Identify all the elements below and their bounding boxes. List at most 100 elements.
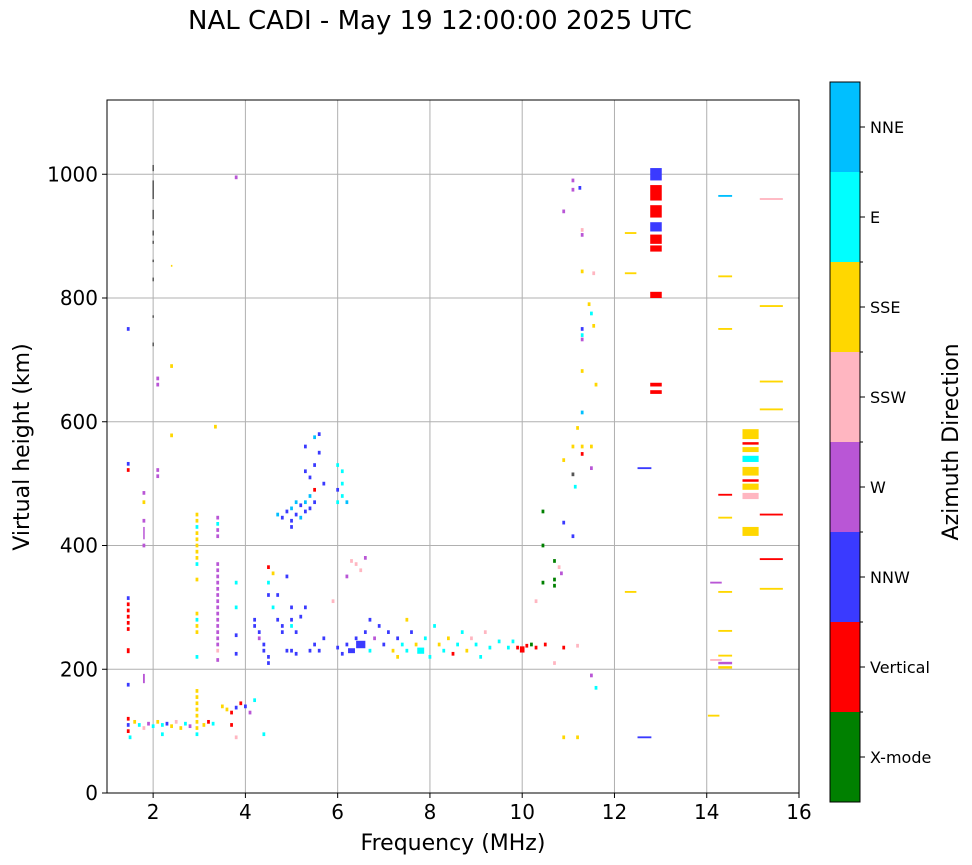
data-point	[234, 580, 238, 585]
data-point	[460, 630, 464, 634]
colorbar-label-w: W	[870, 478, 886, 497]
x-tick-label: 12	[602, 800, 627, 824]
data-point	[195, 701, 199, 706]
data-point	[174, 719, 178, 724]
data-point	[234, 705, 238, 710]
data-point	[308, 648, 312, 653]
data-point	[216, 658, 220, 662]
data-point	[128, 735, 132, 740]
data-point	[202, 723, 206, 727]
data-point	[216, 617, 220, 622]
data-point	[759, 408, 783, 411]
data-point	[170, 264, 173, 267]
x-tick-label: 16	[786, 800, 811, 824]
data-point	[216, 521, 220, 526]
colorbar: X-mode Vertical NNW W SSW SSE E NNE	[829, 81, 931, 803]
data-point	[126, 682, 130, 687]
data-point	[195, 719, 199, 724]
data-point	[280, 624, 284, 628]
data-point	[280, 515, 284, 520]
data-point	[147, 721, 150, 726]
data-point	[216, 630, 220, 634]
data-point	[759, 380, 783, 383]
data-point	[126, 461, 130, 466]
chart-title: NAL CADI - May 19 12:00:00 2025 UTC	[188, 6, 692, 36]
colorbar-swatch	[830, 442, 860, 532]
data-point	[433, 624, 436, 628]
data-point	[516, 645, 519, 650]
data-point	[151, 724, 155, 729]
data-point	[562, 735, 566, 740]
data-point	[195, 562, 199, 566]
data-point	[377, 624, 381, 628]
data-point	[234, 175, 238, 180]
data-point	[317, 432, 321, 436]
data-point	[447, 636, 450, 641]
data-point	[578, 186, 582, 190]
data-point	[356, 640, 366, 649]
data-point	[195, 630, 199, 634]
y-tick-label: 800	[60, 286, 98, 310]
data-point	[290, 624, 293, 628]
colorbar-label-e: E	[870, 208, 880, 227]
data-point	[718, 629, 733, 632]
data-point	[624, 232, 637, 234]
data-point	[137, 723, 141, 727]
data-point	[262, 648, 266, 653]
data-point	[216, 605, 220, 610]
data-point	[280, 630, 284, 634]
data-point	[216, 648, 220, 653]
data-point	[718, 194, 733, 197]
data-point	[553, 661, 556, 665]
data-point	[156, 376, 160, 381]
data-point	[195, 732, 199, 737]
data-point	[313, 435, 316, 440]
y-tick-label: 200	[60, 657, 98, 681]
data-point	[276, 512, 280, 517]
data-point	[126, 729, 130, 733]
data-point	[442, 648, 446, 653]
data-point	[195, 695, 199, 699]
data-point	[230, 723, 233, 727]
data-point	[299, 503, 303, 508]
plot-frame	[106, 99, 800, 794]
data-point	[216, 562, 220, 566]
data-point	[195, 556, 199, 560]
data-point	[267, 565, 270, 570]
data-point	[299, 614, 303, 619]
colorbar-swatch	[830, 622, 860, 712]
colorbar-swatch	[830, 352, 860, 442]
data-point	[294, 500, 298, 505]
data-point	[126, 602, 130, 607]
data-point	[142, 518, 146, 523]
x-axis-ticks: 2 4 6 8 10 12 14 16	[147, 793, 812, 824]
data-point	[718, 275, 733, 278]
data-point	[156, 468, 160, 472]
data-point	[285, 648, 289, 653]
data-point	[368, 648, 372, 653]
data-point	[470, 636, 473, 641]
data-point	[152, 209, 154, 220]
data-point	[142, 673, 145, 684]
data-point	[253, 624, 257, 628]
data-point	[160, 723, 164, 727]
data-point	[363, 556, 367, 560]
data-point	[497, 639, 501, 644]
data-point	[718, 590, 733, 593]
data-point	[363, 630, 367, 634]
data-point	[220, 704, 224, 709]
data-point	[576, 426, 579, 430]
data-point	[156, 474, 160, 479]
colorbar-swatch	[830, 532, 860, 622]
data-point	[216, 534, 220, 539]
data-point	[234, 651, 238, 656]
data-point	[541, 580, 545, 585]
data-point	[417, 647, 425, 654]
data-point	[571, 178, 575, 183]
data-point	[650, 185, 662, 201]
data-point	[650, 390, 662, 394]
data-point	[562, 209, 566, 214]
data-point	[742, 479, 759, 482]
data-point	[742, 466, 759, 476]
data-point	[336, 487, 340, 492]
